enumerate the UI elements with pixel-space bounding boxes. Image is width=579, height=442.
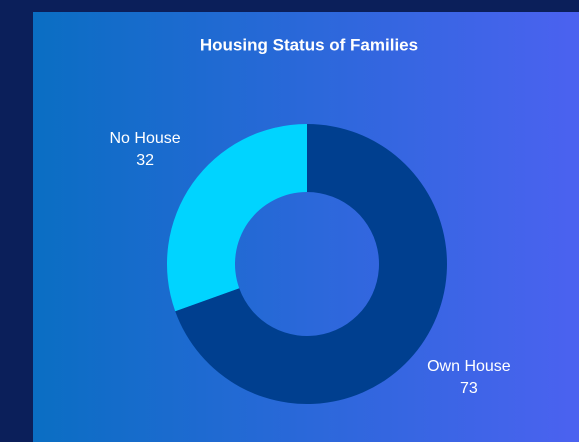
segment-label: Own House — [427, 358, 511, 375]
chart-title: Housing Status of Families — [200, 35, 418, 54]
segment-label: No House — [110, 130, 181, 147]
segment-value: 32 — [136, 152, 154, 169]
donut-segment — [175, 124, 447, 404]
segment-value: 73 — [460, 380, 478, 397]
donut-segment — [166, 124, 307, 312]
